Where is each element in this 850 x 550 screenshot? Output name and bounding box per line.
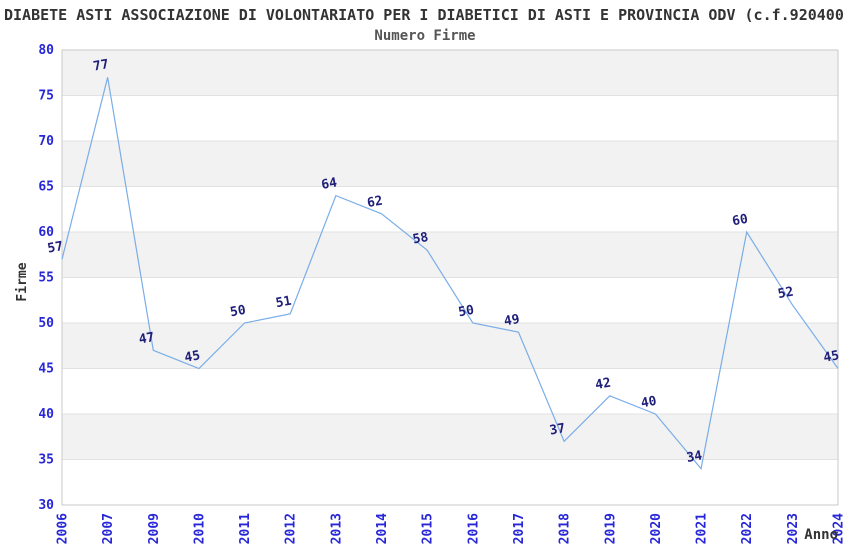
data-point-label: 45 [822, 348, 840, 365]
y-axis-tick-label: 80 [38, 43, 54, 58]
x-axis-tick-label: 2012 [284, 513, 299, 544]
plot-band [62, 232, 838, 278]
y-axis-tick-label: 45 [38, 362, 54, 377]
data-point-label: 52 [777, 285, 795, 302]
chart-subtitle: Numero Firme [374, 28, 476, 44]
x-axis-tick-label: 2010 [192, 513, 207, 544]
plot-band [62, 50, 838, 96]
data-point-label: 60 [731, 212, 749, 230]
data-point-label: 37 [548, 421, 566, 438]
x-axis-tick-label: 2019 [603, 513, 618, 544]
plot-band [62, 141, 838, 187]
x-axis-tick-label: 2011 [238, 513, 253, 544]
data-point-label: 57 [46, 239, 64, 256]
data-point-label: 50 [457, 303, 475, 321]
series-line [61, 77, 839, 470]
x-axis-title: Anno [804, 527, 838, 543]
data-point-label: 34 [685, 448, 703, 466]
data-point-label: 45 [183, 348, 201, 365]
x-axis-tick-label: 2024 [832, 513, 847, 544]
x-axis-tick-label: 2013 [329, 513, 344, 544]
y-axis-tick-label: 30 [38, 498, 54, 513]
y-axis-tick-label: 50 [38, 316, 54, 331]
x-axis-tick-label: 2018 [558, 513, 573, 544]
y-axis-tick-label: 65 [38, 180, 54, 195]
data-point-label: 47 [138, 330, 156, 347]
y-axis-tick-label: 60 [38, 225, 54, 240]
x-axis-tick-label: 2006 [56, 513, 71, 544]
data-point-label: 49 [503, 312, 521, 329]
y-axis-tick-label: 70 [38, 134, 54, 149]
x-axis-tick-label: 2016 [466, 513, 481, 544]
x-axis-tick-label: 2022 [740, 513, 755, 544]
x-axis-tick-label: 2020 [649, 513, 664, 544]
y-axis-tick-label: 40 [38, 407, 54, 422]
x-axis-tick-label: 2014 [375, 513, 390, 544]
x-axis-tick-label: 2009 [147, 513, 162, 544]
plot-border [61, 49, 839, 506]
plot-band [62, 414, 838, 460]
data-point-label: 40 [640, 394, 658, 412]
x-axis-tick-label: 2007 [101, 513, 116, 544]
y-axis-tick-label: 55 [38, 271, 54, 286]
y-axis-title: Firme [15, 262, 30, 301]
data-point-label: 58 [412, 230, 430, 248]
data-point-label: 42 [594, 376, 612, 393]
x-axis-tick-label: 2017 [512, 513, 527, 544]
x-axis-tick-label: 2023 [786, 513, 801, 544]
plot-band [62, 323, 838, 369]
data-point-label: 62 [366, 194, 384, 211]
data-point-label: 64 [320, 175, 338, 193]
y-axis-tick-label: 35 [38, 453, 54, 468]
data-point-label: 50 [229, 303, 247, 321]
data-point-label: 77 [92, 57, 110, 74]
x-axis-tick-label: 2015 [421, 513, 436, 544]
data-point-label: 51 [275, 294, 293, 312]
y-axis-tick-label: 75 [38, 89, 54, 104]
x-axis-tick-label: 2021 [695, 513, 710, 544]
chart-title: DIABETE ASTI ASSOCIAZIONE DI VOLONTARIAT… [4, 6, 844, 24]
